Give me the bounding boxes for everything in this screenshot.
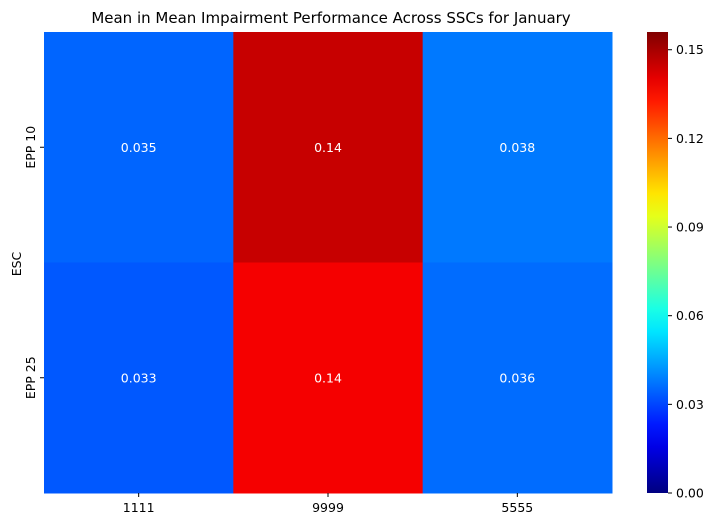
cell-value-label: 0.035 bbox=[121, 140, 157, 155]
colorbar-tick-label: 0.12 bbox=[676, 131, 704, 146]
colorbar-tick-label: 0.06 bbox=[676, 308, 704, 323]
colorbar: 0.00 0.03 0.06 0.09 0.12 0.15 bbox=[647, 32, 704, 501]
cell-value-label: 0.14 bbox=[314, 140, 342, 155]
y-axis: EPP 10 EPP 25 bbox=[23, 126, 44, 399]
x-tick-label: 1111 bbox=[123, 500, 155, 515]
colorbar-gradient bbox=[647, 32, 668, 493]
y-tick-label: EPP 10 bbox=[23, 126, 38, 169]
cell-value-label: 0.038 bbox=[499, 140, 535, 155]
cell-value-label: 0.033 bbox=[121, 370, 157, 385]
x-tick-label: 9999 bbox=[312, 500, 344, 515]
colorbar-tick-label: 0.00 bbox=[676, 486, 704, 501]
cell-annotations: 0.035 0.14 0.038 0.033 0.14 0.036 bbox=[121, 140, 535, 386]
heatmap-cells bbox=[44, 32, 613, 494]
x-axis: 1111 9999 5555 bbox=[123, 493, 533, 515]
heatmap-cell bbox=[44, 32, 234, 263]
heatmap-cell bbox=[233, 32, 424, 263]
chart-title: Mean in Mean Impairment Performance Acro… bbox=[91, 9, 570, 27]
cell-value-label: 0.036 bbox=[499, 370, 535, 385]
heatmap-cell bbox=[422, 262, 613, 494]
heatmap-cell bbox=[233, 262, 424, 494]
y-axis-label: ESC bbox=[9, 251, 24, 276]
y-tick-label: EPP 25 bbox=[23, 356, 38, 399]
colorbar-tick-label: 0.03 bbox=[676, 397, 704, 412]
x-tick-label: 5555 bbox=[501, 500, 533, 515]
colorbar-tick-label: 0.09 bbox=[676, 220, 704, 235]
colorbar-tick-label: 0.15 bbox=[676, 42, 704, 57]
heatmap-cell bbox=[44, 262, 234, 494]
heatmap-cell bbox=[422, 32, 613, 263]
cell-value-label: 0.14 bbox=[314, 370, 342, 385]
